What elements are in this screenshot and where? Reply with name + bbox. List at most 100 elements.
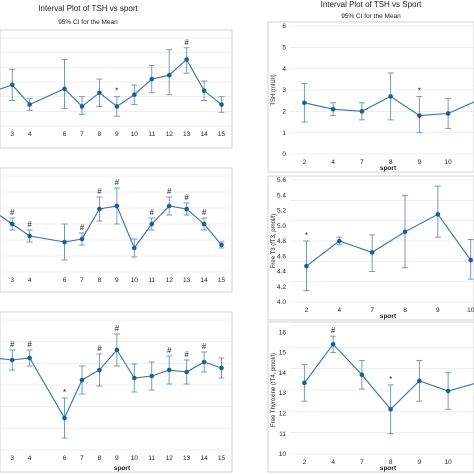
left-mid-x-tick-label: 8 (98, 277, 102, 284)
right-bottom-y-tick-label: 15 (279, 350, 287, 357)
right-mid-significance-marker: * (305, 231, 308, 240)
left-mid-significance-marker: # (150, 208, 155, 217)
left-bottom-panel: 3 4 6 7 8 9 10 11 12 13 14 15 sport # # * # # # # # (0, 311, 233, 473)
left-bottom-mean-point (149, 373, 155, 379)
left-top-mean-point (201, 88, 207, 94)
left-mid-significance-marker: # (167, 187, 172, 196)
left-bottom-x-axis-label: sport (114, 465, 131, 472)
left-bottom-mean-point (132, 375, 137, 381)
left-bottom-significance-marker: # (97, 344, 102, 353)
left-mid-x-tick-label: 12 (166, 277, 174, 284)
left-top-mean-point (114, 104, 120, 109)
right-mid-y-tick-label: 4.4 (277, 269, 286, 276)
right-top-x-tick-label: 8 (389, 159, 393, 166)
left-mid-mean-point (201, 221, 207, 227)
left-top-frame (0, 29, 233, 149)
right-bottom-y-tick-label: 11 (279, 431, 286, 438)
left-mid-marks: # # # # # # # # # (0, 178, 225, 261)
right-mid-mean-point (369, 250, 375, 255)
right-top-y-axis-label: TSH (mlU/l) (271, 74, 277, 105)
left-top-x-tick-label: 11 (148, 131, 155, 138)
left-bottom-mean-point (184, 369, 189, 375)
right-mid-x-tick-label: 2 (305, 307, 309, 314)
right-top-mean-point (388, 94, 393, 99)
right-bottom-mean-point (445, 388, 451, 394)
left-bottom-x-tick-label: 13 (183, 455, 191, 462)
left-mid-significance-marker: # (27, 220, 32, 229)
right-mid-x-tick-label: 9 (436, 307, 440, 314)
right-mid-mean-point (435, 212, 441, 217)
left-top-mean-point (149, 76, 155, 82)
left-top-x-tick-label: 7 (80, 131, 84, 138)
left-bottom-mean-point (201, 359, 207, 365)
right-bottom-marks: #* (301, 326, 474, 435)
right-top-y-tick-label: 3 (282, 87, 286, 94)
right-bottom-significance-marker: * (389, 375, 392, 384)
right-mid-y-tick-label: 4.0 (277, 299, 286, 306)
left-bottom-mean-point (27, 355, 32, 361)
left-mid-mean-point (97, 206, 102, 212)
left-top-x-tick-label: 13 (183, 131, 191, 138)
left-bottom-significance-marker: # (27, 340, 32, 349)
right-mid-mean-point (468, 257, 474, 263)
left-top-mean-point (9, 82, 15, 88)
left-mid-x-tick-label: 9 (115, 277, 119, 284)
right-bottom-mean-point (417, 378, 422, 384)
left-bottom-mean-point (166, 367, 172, 373)
left-bottom-significance-marker: # (115, 324, 120, 333)
left-top-mean-point (184, 57, 189, 62)
left-mid-x-tick-label: 3 (10, 277, 14, 284)
left-mid-mean-point (62, 239, 67, 245)
right-mid-y-tick-label: 4.8 (277, 238, 286, 245)
right-top-y-tick-label: 5 (282, 45, 286, 52)
right-bottom-x-tick-label: 4 (331, 459, 335, 466)
right-mid-x-tick-label: 10 (467, 307, 474, 314)
left-bottom-mean-point (219, 365, 224, 371)
left-bottom-significance-marker: # (184, 350, 189, 359)
left-mid-mean-point (27, 233, 32, 239)
left-mid-mean-point (9, 221, 15, 227)
right-bottom-significance-marker: # (331, 326, 336, 335)
right-top-panel: 0 1 2 3 4 5 6 2 4 7 8 9 10 sport TSH (mlU/l) * (267, 21, 474, 173)
left-bottom-significance-marker: # (10, 340, 15, 349)
left-top-x-tick-label: 3 (10, 131, 14, 138)
right-bottom-frame (267, 321, 474, 473)
right-bottom-x-tick-label: 2 (303, 459, 307, 466)
left-bottom-x-tick-label: 6 (63, 455, 67, 462)
right-mid-y-tick-label: 4.6 (277, 253, 286, 260)
right-top-y-tick-label: 6 (282, 23, 286, 30)
right-mid-mean-point (402, 229, 408, 235)
left-bottom-x-tick-label: 8 (98, 455, 102, 462)
right-top-mean-point (359, 109, 365, 114)
right-mid-y-axis-label: Free T3 (fT3, pmol/l) (271, 214, 277, 269)
right-mid-y-tick-label: 4.2 (277, 284, 286, 291)
right-top-x-tick-label: 7 (360, 159, 364, 166)
right-bottom-mean-point (330, 341, 336, 347)
left-mid-significance-marker: # (97, 187, 102, 196)
right-mid-y-tick-label: 5.4 (277, 192, 286, 199)
right-top-y-tick-label: 1 (282, 130, 286, 137)
left-mid-x-tick-label: 14 (200, 277, 208, 284)
left-top-mean-point (97, 90, 102, 96)
left-chart-title: Interval Plot of TSH vs sport (38, 4, 138, 13)
left-mid-mean-point (132, 245, 137, 251)
left-mid-mean-point (219, 242, 224, 248)
right-mid-frame (267, 175, 474, 321)
left-top-x-tick-label: 14 (200, 131, 208, 138)
left-top-mean-point (62, 86, 67, 92)
right-top-mean-point (302, 100, 307, 106)
right-top-x-tick-label: 4 (331, 159, 335, 166)
left-mid-significance-marker: # (10, 208, 15, 217)
right-top-y-tick-label: 2 (282, 109, 286, 116)
left-chart-subtitle: 95% CI for the Mean (58, 19, 118, 26)
right-bottom-mean-point (359, 372, 365, 378)
left-bottom-mean-point (97, 367, 102, 373)
left-top-mean-point (79, 104, 85, 109)
right-mid-panel: 4.0 4.2 4.4 4.6 4.8 5.0 5.2 5.4 5.6 2 4 7 8 9 10 sport F… (267, 175, 474, 321)
left-bottom-significance-marker: # (202, 342, 207, 351)
left-mid-mean-point (79, 236, 85, 242)
left-bottom-mean-point (79, 377, 85, 383)
right-top-mean-point (330, 106, 336, 112)
right-top-x-tick-label: 10 (445, 159, 453, 166)
